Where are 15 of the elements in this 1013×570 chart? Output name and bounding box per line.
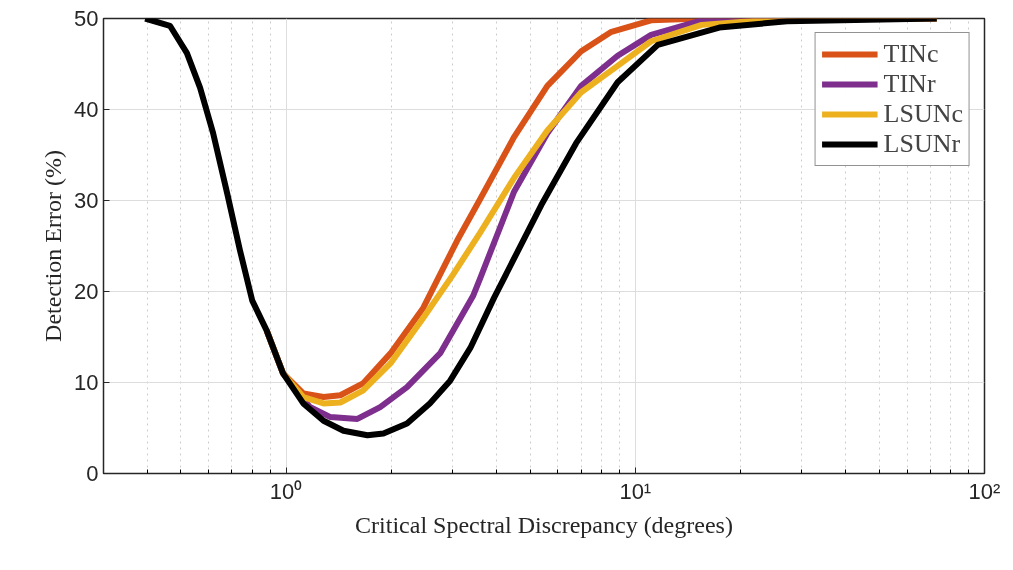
legend-label: LSUNr [883, 129, 961, 159]
y-tick-label: 40 [74, 97, 99, 122]
x-axis-title: Critical Spectral Discrepancy (degrees) [355, 511, 733, 538]
y-tick-label: 20 [74, 279, 99, 304]
legend-label: LSUNc [883, 99, 963, 129]
x-tick-label: 10² [968, 478, 1001, 504]
y-tick-label: 0 [86, 461, 99, 486]
legend-label: TINr [883, 69, 936, 99]
y-tick-label: 10 [74, 370, 99, 395]
x-tick-label: 10¹ [619, 478, 652, 504]
y-tick-label: 30 [74, 188, 99, 213]
y-tick-label: 50 [74, 6, 99, 31]
y-axis-title: Detection Error (%) [40, 150, 67, 342]
x-tick-label: 10⁰ [269, 478, 303, 504]
legend-label: TINc [883, 39, 939, 69]
